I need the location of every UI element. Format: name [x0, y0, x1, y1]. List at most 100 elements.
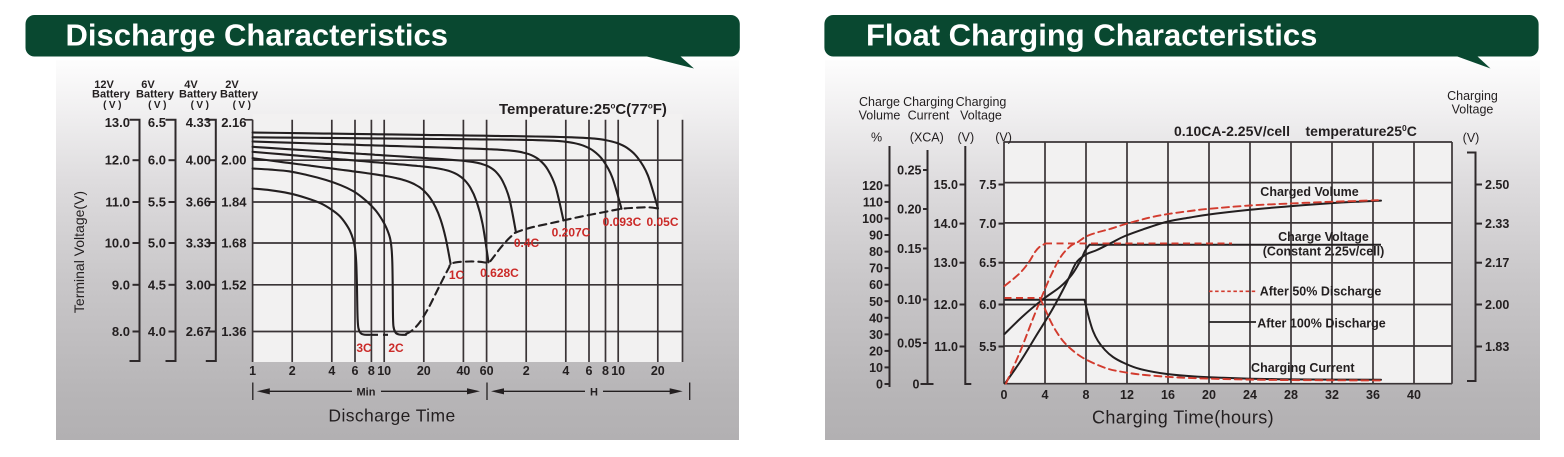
svg-text:0.05C: 0.05C [646, 215, 678, 229]
svg-text:3.66: 3.66 [186, 195, 211, 210]
svg-text:30: 30 [869, 328, 883, 342]
svg-text:0.628C: 0.628C [480, 266, 519, 280]
svg-text:10: 10 [611, 364, 625, 378]
svg-text:5.0: 5.0 [148, 236, 166, 251]
svg-text:(V): (V) [148, 100, 169, 111]
svg-text:After 50% Discharge: After 50% Discharge [1260, 284, 1382, 298]
svg-text:4.5: 4.5 [148, 277, 166, 292]
svg-text:2.00: 2.00 [221, 153, 246, 168]
svg-text:40: 40 [1407, 388, 1421, 402]
svg-text:Float Charging Characteristics: Float Charging Characteristics [866, 18, 1317, 53]
svg-text:120: 120 [862, 179, 883, 193]
svg-text:3C: 3C [356, 341, 372, 355]
svg-text:15.0: 15.0 [934, 178, 958, 192]
svg-text:0: 0 [1001, 388, 1008, 402]
svg-text:11.0: 11.0 [105, 195, 130, 210]
svg-text:12.0: 12.0 [934, 298, 958, 312]
svg-text:10: 10 [869, 361, 883, 375]
svg-text:90: 90 [869, 229, 883, 243]
svg-text:2: 2 [523, 364, 530, 378]
svg-text:0.20: 0.20 [897, 203, 921, 217]
svg-text:20: 20 [869, 344, 883, 358]
svg-text:11.0: 11.0 [934, 340, 958, 354]
svg-text:H: H [590, 386, 598, 398]
svg-text:70: 70 [869, 262, 883, 276]
svg-text:50: 50 [869, 295, 883, 309]
svg-text:20: 20 [651, 364, 665, 378]
svg-text:3.00: 3.00 [186, 277, 211, 292]
svg-text:0: 0 [913, 377, 920, 391]
svg-text:12.0: 12.0 [105, 153, 130, 168]
svg-text:0.093C: 0.093C [603, 215, 642, 229]
svg-text:4: 4 [562, 364, 569, 378]
svg-text:1C: 1C [449, 268, 465, 282]
svg-text:Min: Min [357, 386, 376, 398]
svg-text:Current: Current [908, 109, 950, 123]
svg-text:60: 60 [480, 364, 494, 378]
svg-text:24: 24 [1243, 388, 1257, 402]
svg-text:7.5: 7.5 [979, 178, 996, 192]
svg-text:32: 32 [1325, 388, 1339, 402]
svg-text:0.05: 0.05 [897, 337, 921, 351]
svg-text:13.0: 13.0 [934, 256, 958, 270]
svg-text:Voltage: Voltage [960, 109, 1002, 123]
svg-text:13.0: 13.0 [105, 115, 130, 130]
svg-text:(V): (V) [995, 131, 1012, 145]
svg-text:20: 20 [417, 364, 431, 378]
svg-text:36: 36 [1366, 388, 1380, 402]
svg-text:Battery: Battery [179, 89, 218, 101]
svg-text:Battery: Battery [220, 89, 259, 101]
svg-text:6.0: 6.0 [148, 153, 166, 168]
svg-text:Volume: Volume [859, 109, 901, 123]
svg-text:4: 4 [328, 364, 335, 378]
svg-text:(V): (V) [233, 100, 254, 111]
svg-text:Discharge Time: Discharge Time [328, 406, 455, 426]
svg-text:2V: 2V [225, 79, 239, 91]
svg-text:28: 28 [1284, 388, 1298, 402]
svg-text:Charge Voltage: Charge Voltage [1278, 230, 1369, 244]
svg-text:2.16: 2.16 [221, 115, 246, 130]
svg-text:3.33: 3.33 [186, 236, 211, 251]
svg-text:6: 6 [352, 364, 359, 378]
svg-text:8: 8 [602, 364, 609, 378]
svg-text:4.00: 4.00 [186, 153, 211, 168]
svg-text:(V): (V) [191, 100, 212, 111]
svg-text:Charging: Charging [956, 95, 1007, 109]
svg-text:10.0: 10.0 [105, 236, 130, 251]
svg-text:0: 0 [876, 378, 883, 392]
svg-text:2.17: 2.17 [1485, 256, 1509, 270]
svg-text:12: 12 [1120, 388, 1134, 402]
svg-text:1: 1 [249, 364, 256, 378]
svg-text:2: 2 [289, 364, 296, 378]
svg-text:2C: 2C [388, 341, 404, 355]
svg-text:20: 20 [1202, 388, 1216, 402]
svg-text:80: 80 [869, 245, 883, 259]
svg-text:0.25: 0.25 [897, 164, 921, 178]
svg-text:0.10: 0.10 [897, 293, 921, 307]
svg-text:%: % [871, 131, 882, 145]
svg-text:Temperature:25oC(77oF): Temperature:25oC(77oF) [499, 101, 667, 118]
svg-text:0.15: 0.15 [897, 242, 921, 256]
svg-text:8: 8 [1083, 388, 1090, 402]
svg-text:0.10CA-2.25V/cell temperatu: 0.10CA-2.25V/cell temperature250C [1174, 123, 1417, 139]
svg-text:8: 8 [368, 364, 375, 378]
svg-text:16: 16 [1161, 388, 1175, 402]
svg-text:7.0: 7.0 [979, 217, 996, 231]
svg-text:0.207C: 0.207C [552, 226, 591, 240]
svg-text:4.0: 4.0 [148, 324, 166, 339]
svg-text:9.0: 9.0 [112, 277, 130, 292]
svg-text:(V): (V) [957, 131, 974, 145]
svg-text:After 100% Discharge: After 100% Discharge [1257, 317, 1386, 331]
svg-text:Terminal Voltage(V): Terminal Voltage(V) [71, 191, 87, 313]
svg-text:Battery: Battery [136, 89, 175, 101]
svg-text:Charge: Charge [859, 95, 900, 109]
svg-text:(XCA): (XCA) [910, 131, 944, 145]
svg-text:Battery: Battery [92, 89, 131, 101]
svg-text:110: 110 [863, 195, 883, 209]
svg-text:60: 60 [869, 278, 883, 292]
svg-text:5.5: 5.5 [979, 340, 996, 354]
svg-text:(Constant 2.25v/cell): (Constant 2.25v/cell) [1263, 245, 1385, 259]
svg-text:6: 6 [586, 364, 593, 378]
svg-text:6.0: 6.0 [979, 298, 996, 312]
svg-text:Voltage: Voltage [1452, 103, 1494, 117]
